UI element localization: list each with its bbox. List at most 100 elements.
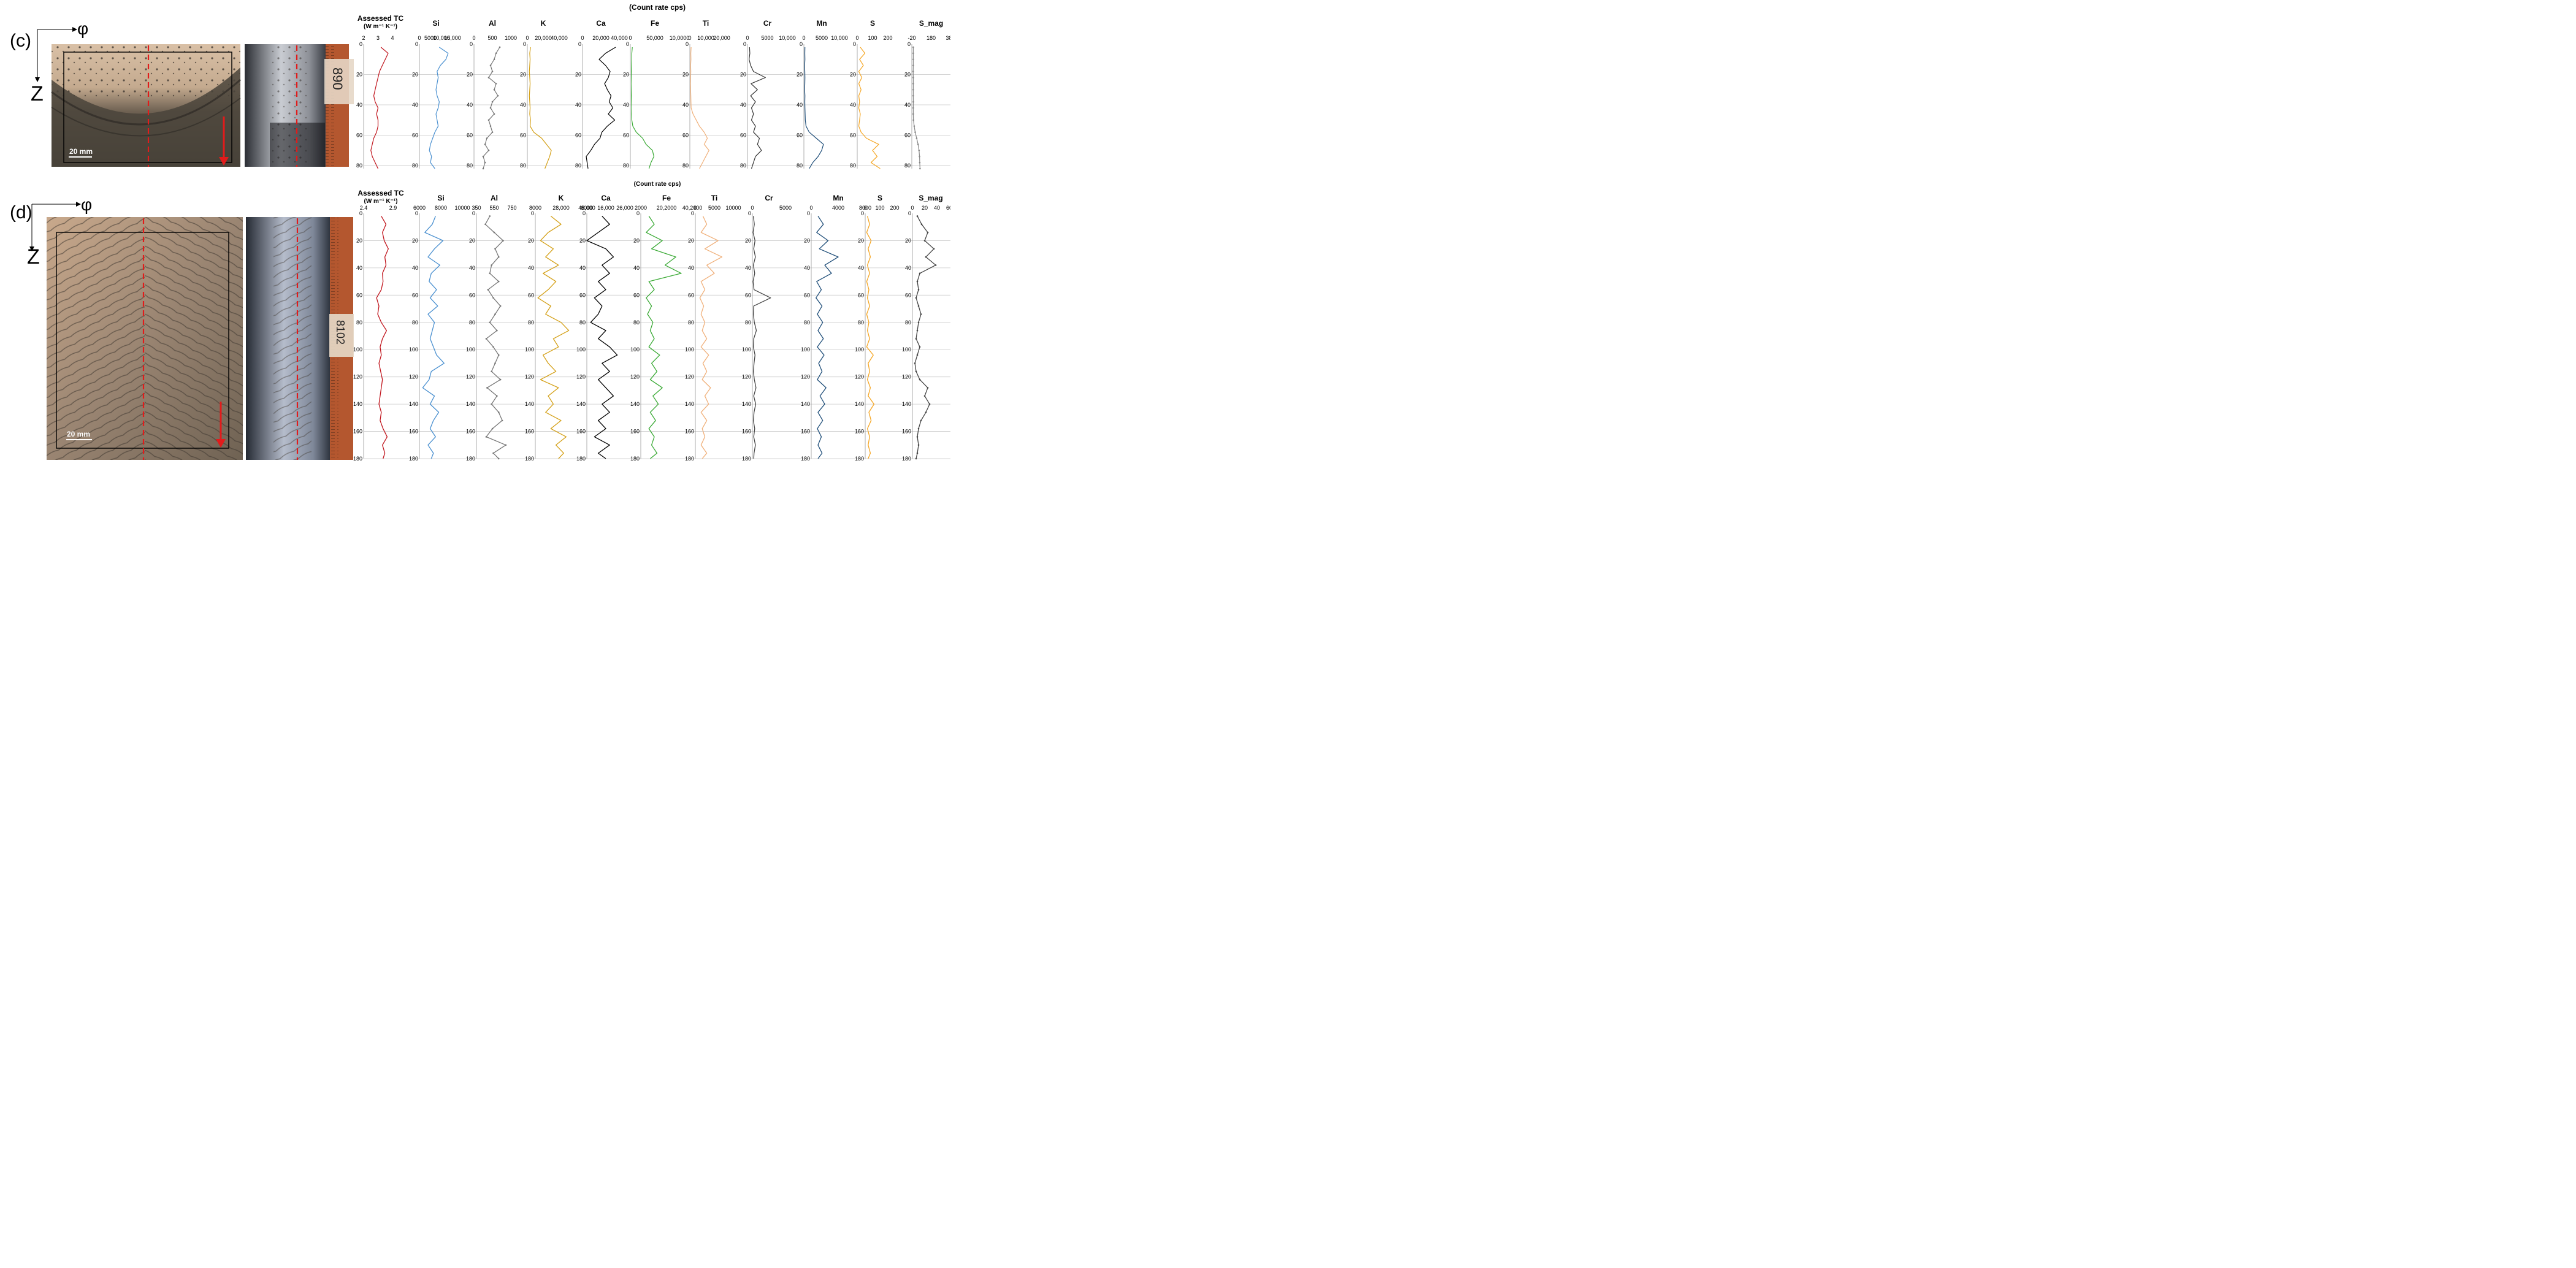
depth-tick-label: 180 (902, 456, 911, 462)
depth-tick-label: 80 (688, 319, 694, 326)
x-tick-label: 5000 (708, 205, 720, 211)
series-line (752, 216, 771, 459)
data-point (491, 71, 494, 72)
depth-tick-label: 120 (801, 374, 810, 380)
depth-tick-label: 0 (691, 210, 694, 216)
data-point (912, 119, 914, 121)
orientation-axes: φ Z (27, 195, 92, 269)
depth-tick-label: 0 (748, 210, 751, 216)
depth-tick-label: 100 (902, 346, 911, 353)
x-tick-label: 180 (927, 35, 936, 41)
z-label: Z (31, 82, 44, 105)
depth-tick-label: 120 (742, 374, 751, 380)
depth-tick-label: 60 (623, 132, 629, 139)
data-point (489, 321, 491, 324)
panel-label: (d) (10, 202, 32, 223)
data-point (920, 223, 923, 226)
depth-tick-label: 0 (531, 210, 534, 216)
data-point (491, 427, 494, 430)
x-tick-label: 500 (487, 35, 497, 41)
depth-tick-label: 80 (528, 319, 534, 326)
depth-tick-label: 160 (466, 429, 475, 435)
data-point (912, 83, 914, 85)
column-s-mag: S_mag 0 20 40 60 0 20 40 60 80 100 120 140 160 180 (902, 194, 950, 462)
depth-tick-label: 0 (686, 41, 689, 47)
scale-bar-label: 20 mm (67, 430, 90, 438)
x-tick-label: 200 (890, 205, 899, 211)
depth-tick-label: 140 (466, 401, 475, 407)
depth-tick-label: 80 (905, 319, 911, 326)
depth-tick-label: 0 (908, 210, 911, 216)
depth-tick-label: 80 (575, 162, 581, 169)
scale-bar-label: 20 mm (69, 147, 93, 156)
data-point (489, 272, 491, 275)
x-tick-label: 0 (809, 205, 812, 211)
depth-tick-label: 60 (682, 132, 689, 139)
column-title: K (559, 194, 564, 202)
data-point (915, 297, 917, 299)
column-assessed-tc: Assessed TC(W m⁻¹ K⁻¹)2.4 2.9 0 20 40 60 80 100… (353, 189, 404, 462)
x-tick-label: 20 (922, 205, 928, 211)
core-scan: 890 (245, 44, 354, 167)
data-point (915, 370, 917, 373)
depth-tick-label: 20 (469, 237, 475, 243)
x-tick-label: 50,000 (646, 35, 663, 41)
x-tick-label: 5000 (424, 35, 437, 41)
depth-tick-label: 160 (801, 429, 810, 435)
depth-tick-label: 60 (850, 132, 856, 139)
depth-tick-label: 80 (740, 162, 746, 169)
column-unit: (W m⁻¹ K⁻¹) (364, 198, 398, 205)
depth-tick-label: 0 (800, 41, 803, 47)
data-point (912, 46, 914, 48)
x-tick-label: 0 (472, 35, 475, 41)
x-tick-label: 26,000 (616, 205, 633, 211)
x-tick-label: 0 (688, 35, 691, 41)
x-tick-label: 40,000 (611, 35, 628, 41)
depth-tick-label: 100 (855, 346, 864, 353)
depth-tick-label: 0 (861, 210, 864, 216)
depth-tick-label: 20 (850, 72, 856, 78)
x-tick-label: 40,000 (551, 35, 568, 41)
column-title: Si (437, 194, 444, 202)
x-tick-label: 5000 (779, 205, 792, 211)
series-line (484, 216, 506, 459)
data-point (482, 167, 484, 170)
data-point (914, 362, 916, 364)
column-title: Ti (711, 194, 717, 202)
depth-tick-label: 40 (633, 265, 640, 271)
column-title: Ca (601, 194, 611, 202)
depth-tick-label: 20 (412, 72, 418, 78)
data-point (925, 256, 927, 258)
depth-tick-label: 80 (858, 319, 864, 326)
column-cr: Cr 0 5000 10,000 0 20 40 60 80 (740, 19, 796, 169)
data-point (489, 107, 492, 109)
column-title: Al (491, 194, 498, 202)
depth-tick-label: 80 (467, 162, 473, 169)
x-tick-label: 6000 (413, 205, 426, 211)
chart-d: Assessed TC(W m⁻¹ K⁻¹)2.4 2.9 0 20 40 60 80 100… (353, 189, 950, 462)
depth-tick-label: 100 (353, 346, 362, 353)
depth-tick-label: 80 (904, 162, 911, 169)
orientation-axes: φ Z (31, 19, 88, 105)
depth-tick-label: 100 (742, 346, 751, 353)
column-ca: Ca 6000 16,000 26,000 0 20 40 60 80 100 120 140 160 1… (576, 194, 633, 462)
depth-tick-label: 20 (797, 72, 803, 78)
column-title: Cr (765, 194, 773, 202)
depth-tick-label: 40 (412, 102, 418, 108)
x-tick-label: 40 (934, 205, 940, 211)
depth-tick-label: 100 (409, 346, 418, 353)
depth-tick-label: 60 (633, 292, 640, 298)
depth-tick-label: 20 (804, 237, 810, 243)
x-tick-label: 380 (946, 35, 950, 41)
depth-tick-label: 160 (630, 429, 640, 435)
depth-tick-label: 20 (356, 72, 362, 78)
data-point (496, 395, 498, 397)
depth-tick-label: 100 (630, 346, 640, 353)
depth-tick-label: 40 (528, 265, 534, 271)
depth-tick-label: 40 (682, 102, 689, 108)
depth-tick-label: 60 (467, 132, 473, 139)
x-tick-label: 350 (472, 205, 481, 211)
